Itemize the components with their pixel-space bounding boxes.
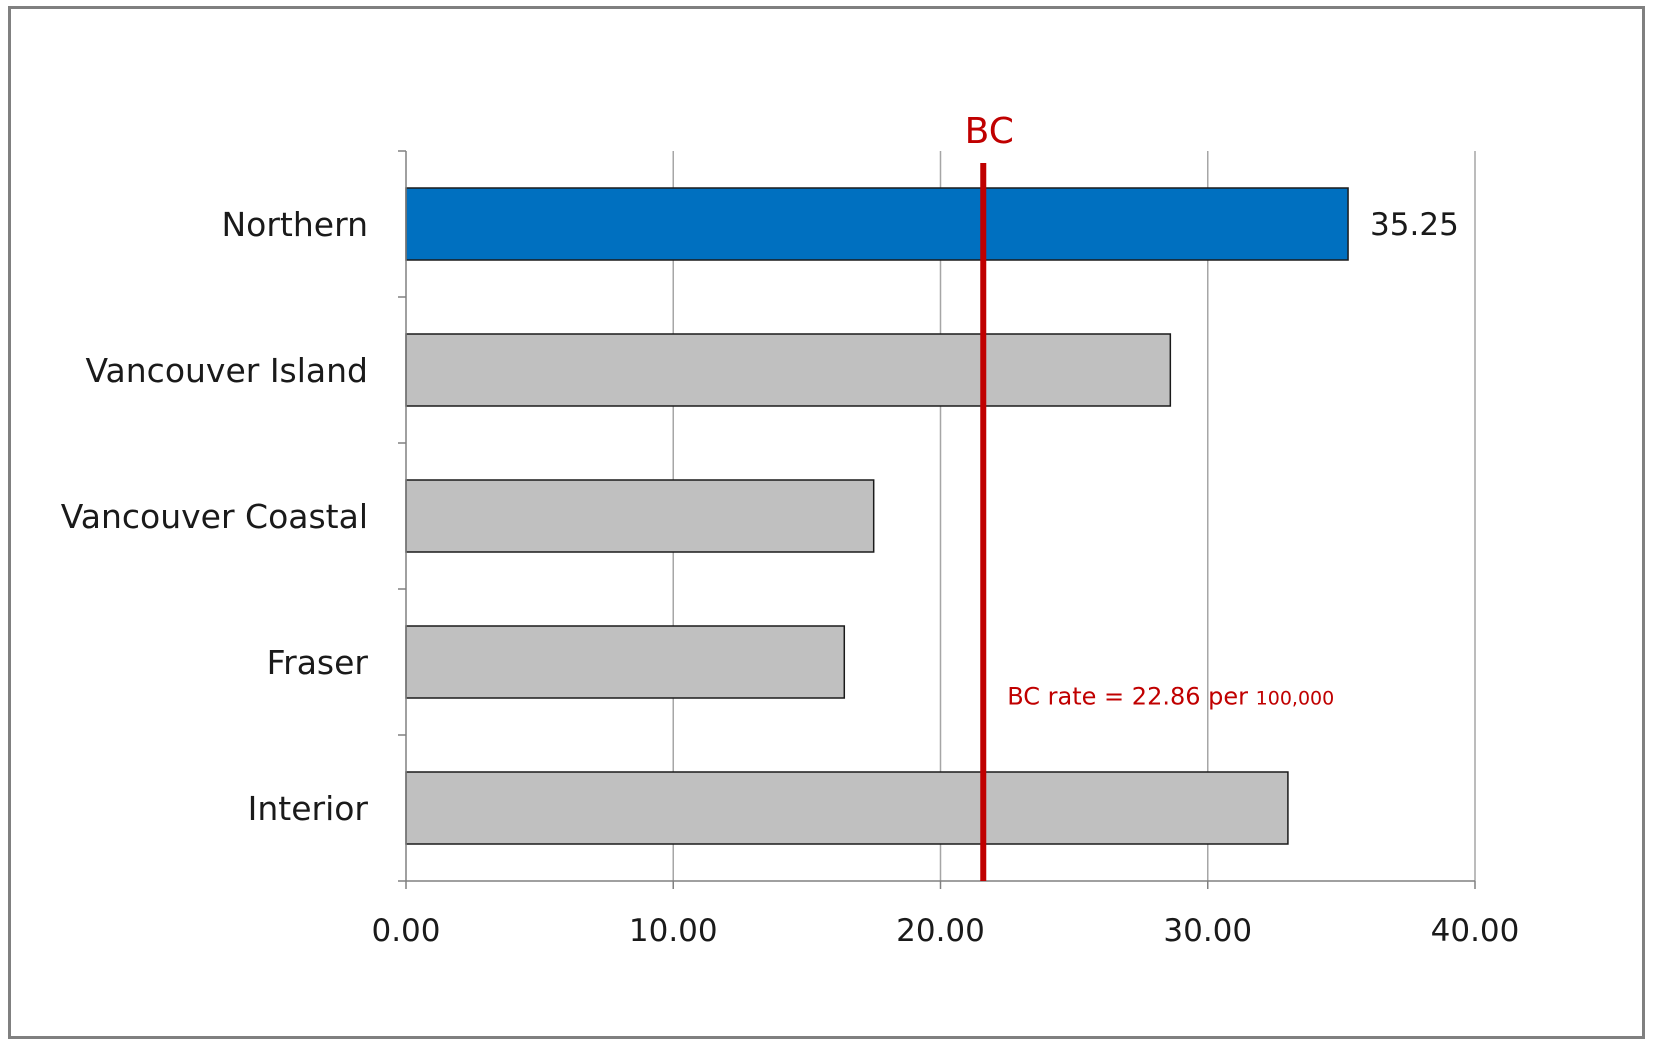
category-label: Vancouver Coastal <box>61 497 368 536</box>
x-tick-label: 20.00 <box>896 913 985 949</box>
bar-chart: 0.00 10.00 20.00 30.00 40.00 Northern Vancouve… <box>61 111 1520 949</box>
reference-line-group: BC BC rate = 22.86 per 100,000 <box>965 111 1334 881</box>
bars <box>405 187 1349 845</box>
x-tick-label: 0.00 <box>371 913 440 949</box>
x-tick-label: 10.00 <box>629 913 718 949</box>
x-tick-label: 30.00 <box>1163 913 1252 949</box>
reference-line-label: BC <box>965 111 1014 152</box>
data-label: 35.25 <box>1370 207 1459 243</box>
chart-frame: 0.00 10.00 20.00 30.00 40.00 Northern Vancouve… <box>8 6 1645 1039</box>
bar-northern <box>405 187 1349 261</box>
category-label: Interior <box>248 789 369 828</box>
reference-line-annotation: BC rate = 22.86 per 100,000 <box>1007 683 1334 711</box>
axes <box>398 150 1476 889</box>
category-label: Fraser <box>267 643 369 682</box>
labels: 0.00 10.00 20.00 30.00 40.00 Northern Vancouve… <box>61 205 1520 949</box>
bar-fraser <box>405 625 846 699</box>
bar-interior <box>405 771 1289 845</box>
category-label: Vancouver Island <box>86 351 368 390</box>
reference-line-annotation-main: BC rate = 22.86 per <box>1007 683 1255 711</box>
bar-vancouver-coastal <box>405 479 875 553</box>
category-label: Northern <box>221 205 368 244</box>
reference-line-annotation-unit: 100,000 <box>1256 688 1335 710</box>
bar-vancouver-island <box>405 333 1172 407</box>
x-tick-label: 40.00 <box>1431 913 1520 949</box>
